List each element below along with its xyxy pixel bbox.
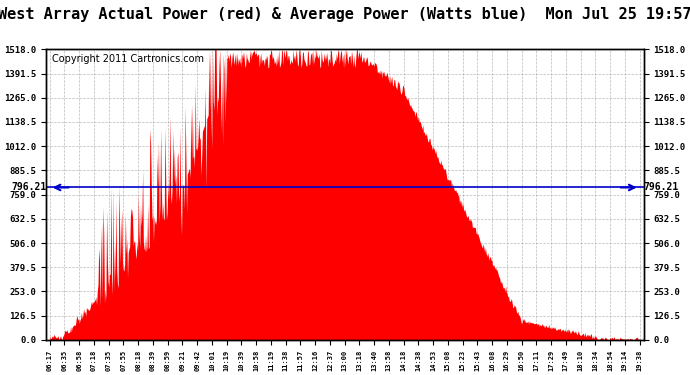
Text: Copyright 2011 Cartronics.com: Copyright 2011 Cartronics.com	[52, 54, 204, 64]
Text: West Array Actual Power (red) & Average Power (Watts blue)  Mon Jul 25 19:57: West Array Actual Power (red) & Average …	[0, 8, 690, 22]
Text: 796.21: 796.21	[644, 183, 679, 192]
Text: 796.21: 796.21	[11, 183, 46, 192]
